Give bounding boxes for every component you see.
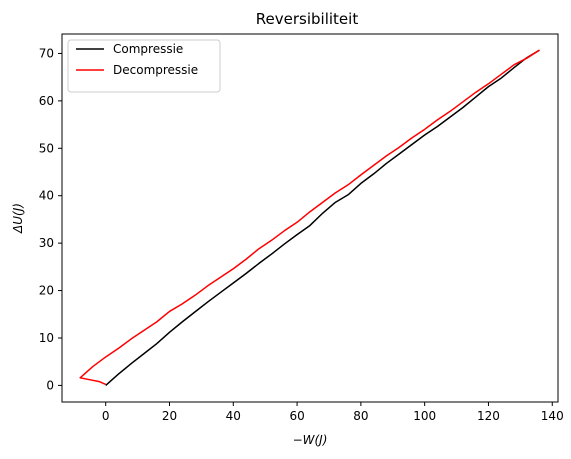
series-line-decompressie (79, 49, 540, 386)
y-tick-label: 70 (39, 46, 54, 60)
y-tick-label: 50 (39, 141, 54, 155)
x-tick-label: 80 (353, 409, 368, 423)
y-tick-label: 20 (39, 284, 54, 298)
y-tick-label: 0 (46, 378, 54, 392)
x-tick-label: 60 (289, 409, 304, 423)
x-axis-label: −W(J) (293, 433, 328, 447)
x-tick-label: 120 (477, 409, 500, 423)
chart-title: Reversibiliteit (256, 10, 359, 28)
x-tick-label: 40 (226, 409, 241, 423)
y-axis-label: ΔU(J) (11, 203, 25, 234)
legend-label: Decompressie (113, 63, 198, 77)
legend: Compressie Decompressie (67, 39, 221, 93)
x-tick-label: 100 (413, 409, 436, 423)
y-tick-label: 40 (39, 189, 54, 203)
y-tick-label: 30 (39, 236, 54, 250)
plot-frame (61, 33, 559, 403)
legend-label: Compressie (113, 42, 183, 56)
legend-box (67, 39, 221, 93)
y-tick-label: 60 (39, 94, 54, 108)
x-tick-label: 20 (162, 409, 177, 423)
series-line-compressie (105, 49, 540, 386)
x-tick-label: 0 (102, 409, 110, 423)
x-tick-label: 140 (541, 409, 564, 423)
y-tick-label: 10 (39, 331, 54, 345)
